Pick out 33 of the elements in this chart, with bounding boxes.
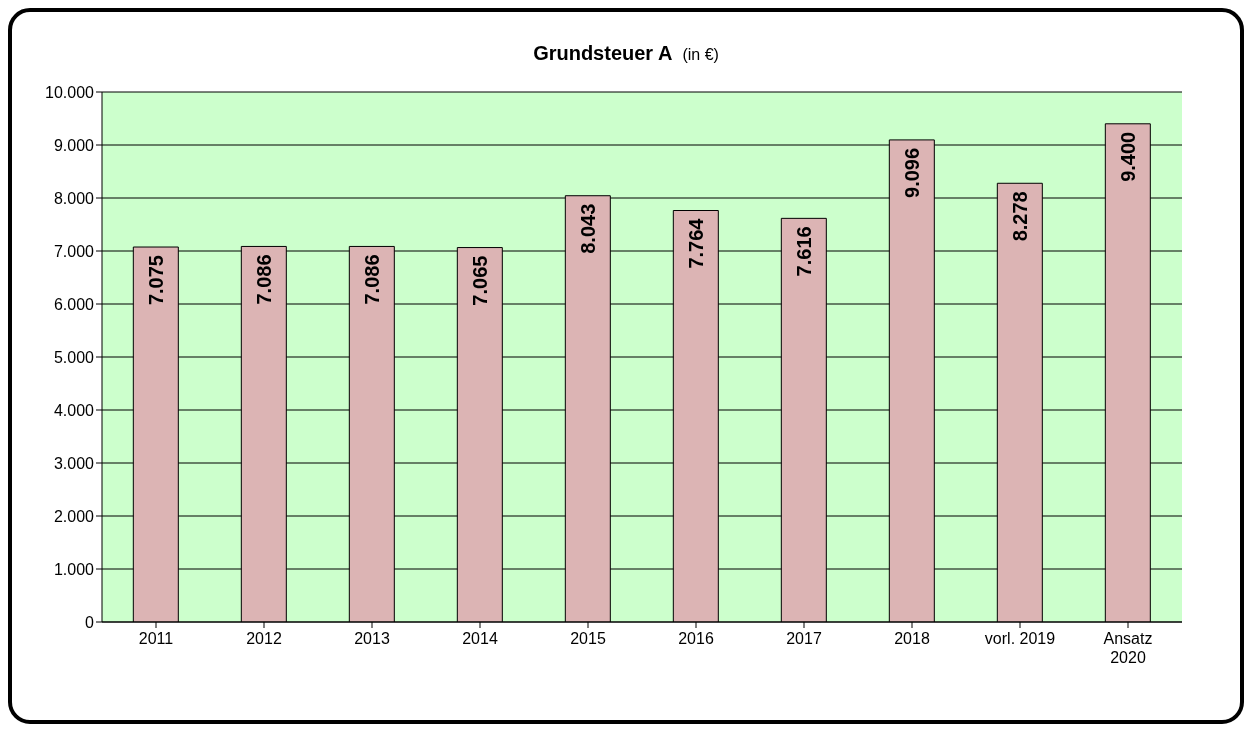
y-tick-label: 3.000 xyxy=(53,454,95,472)
data-label: 7.065 xyxy=(468,255,491,306)
y-tick-label: 10.000 xyxy=(45,83,95,101)
y-tick-label: 7.000 xyxy=(53,242,95,260)
data-label: 7.086 xyxy=(360,254,383,305)
data-label: 7.616 xyxy=(792,226,815,277)
chart-title: Grundsteuer A xyxy=(533,42,673,64)
x-tick-label: vorl. 2019 xyxy=(984,630,1056,647)
y-tick-label: 5.000 xyxy=(53,348,95,366)
y-tick-label: 2.000 xyxy=(53,507,95,525)
x-tick-label: 2014 xyxy=(462,630,498,647)
x-tick-label: 2017 xyxy=(786,630,822,647)
data-label: 8.043 xyxy=(576,203,599,254)
chart-subtitle: (in €) xyxy=(682,46,719,63)
x-tick-label: 2015 xyxy=(570,630,606,647)
x-tick-label: 2012 xyxy=(246,630,282,647)
y-tick-label: 9.000 xyxy=(53,136,95,154)
y-tick-label: 1.000 xyxy=(53,560,95,578)
y-tick-label: 0 xyxy=(85,613,95,631)
y-tick-label: 8.000 xyxy=(53,189,95,207)
y-tick-label: 6.000 xyxy=(53,295,95,313)
x-tick-label: 2011 xyxy=(138,630,174,647)
data-label: 9.096 xyxy=(900,147,923,198)
x-tick-label: 2013 xyxy=(354,630,390,647)
x-tick-label: 2018 xyxy=(894,630,930,647)
data-label: 8.278 xyxy=(1008,191,1031,242)
y-tick-label: 4.000 xyxy=(53,401,95,419)
x-tick-label: Ansatz 2020 xyxy=(1103,630,1153,666)
data-label: 9.400 xyxy=(1116,131,1139,182)
data-label: 7.764 xyxy=(684,217,707,269)
data-label: 7.086 xyxy=(252,254,275,305)
data-label: 7.075 xyxy=(144,255,167,306)
x-tick-label: 2016 xyxy=(678,630,714,647)
